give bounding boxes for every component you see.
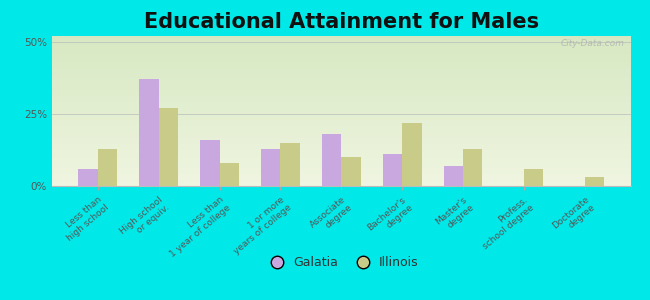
Bar <box>52 48 630 51</box>
Bar <box>52 129 630 132</box>
Bar <box>52 51 630 54</box>
Bar <box>52 54 630 57</box>
Bar <box>52 183 630 186</box>
Bar <box>52 114 630 117</box>
Bar <box>52 90 630 93</box>
Bar <box>52 168 630 171</box>
Bar <box>52 165 630 168</box>
Bar <box>52 144 630 147</box>
Bar <box>52 177 630 180</box>
Bar <box>52 36 630 39</box>
Bar <box>52 156 630 159</box>
Bar <box>402 122 422 186</box>
Bar <box>52 93 630 96</box>
Legend: Galatia, Illinois: Galatia, Illinois <box>260 252 422 273</box>
Bar <box>52 147 630 150</box>
Bar <box>524 169 543 186</box>
Bar <box>52 150 630 153</box>
Bar <box>52 162 630 165</box>
Bar <box>261 148 280 186</box>
Bar <box>52 69 630 72</box>
Bar <box>52 159 630 162</box>
Bar <box>280 143 300 186</box>
Bar <box>52 72 630 75</box>
Bar <box>322 134 341 186</box>
Bar <box>52 135 630 138</box>
Bar <box>52 87 630 90</box>
Bar <box>52 126 630 129</box>
Bar <box>52 138 630 141</box>
Bar <box>52 180 630 183</box>
Bar <box>52 42 630 45</box>
Bar <box>52 63 630 66</box>
Bar <box>52 99 630 102</box>
Title: Educational Attainment for Males: Educational Attainment for Males <box>144 12 539 32</box>
Text: City-Data.com: City-Data.com <box>561 39 625 48</box>
Bar <box>52 78 630 81</box>
Bar <box>78 169 98 186</box>
Bar <box>200 140 220 186</box>
Bar <box>52 171 630 174</box>
Bar <box>52 57 630 60</box>
Bar <box>463 148 482 186</box>
Bar <box>52 84 630 87</box>
Bar <box>585 177 604 186</box>
Bar <box>52 66 630 69</box>
Bar <box>52 96 630 99</box>
Bar <box>52 105 630 108</box>
Bar <box>52 141 630 144</box>
Bar <box>52 132 630 135</box>
Bar <box>52 123 630 126</box>
Bar <box>139 79 159 186</box>
Bar <box>52 117 630 120</box>
Bar <box>52 174 630 177</box>
Bar <box>52 39 630 42</box>
Bar <box>383 154 402 186</box>
Bar <box>52 111 630 114</box>
Bar <box>443 166 463 186</box>
Bar <box>52 60 630 63</box>
Bar <box>52 153 630 156</box>
Bar <box>159 108 178 186</box>
Bar <box>52 45 630 48</box>
Bar <box>52 120 630 123</box>
Bar <box>341 157 361 186</box>
Bar <box>52 108 630 111</box>
Bar <box>52 75 630 78</box>
Bar <box>52 81 630 84</box>
Bar <box>52 102 630 105</box>
Bar <box>98 148 117 186</box>
Bar <box>220 163 239 186</box>
